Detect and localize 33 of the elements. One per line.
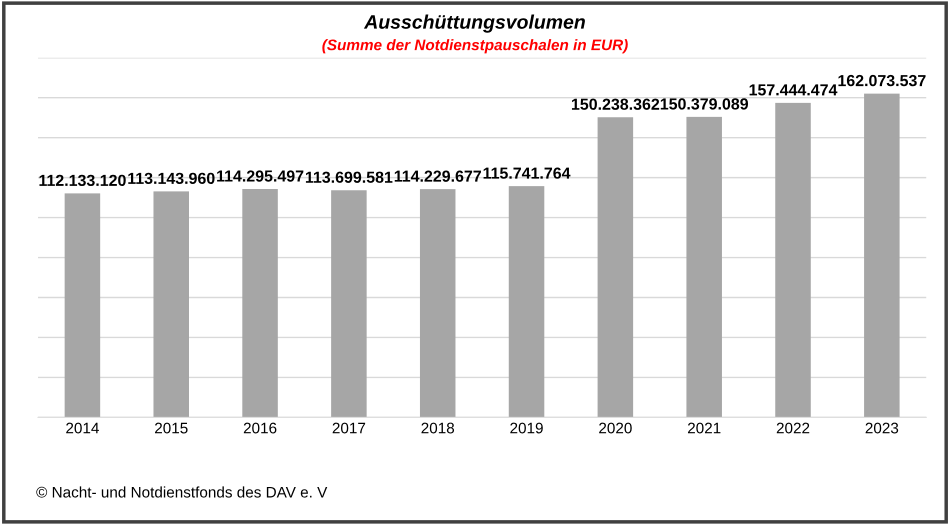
- bar: [64, 193, 100, 418]
- x-tick-label: 2014: [66, 422, 99, 434]
- data-label: 112.133.120: [39, 174, 126, 186]
- data-label: 150.238.362: [572, 98, 660, 110]
- data-label: 113.143.960: [128, 172, 215, 184]
- chart-subtitle: (Summe der Notdienstpauschalen in EUR): [322, 39, 628, 54]
- x-tick-label: 2019: [510, 422, 543, 434]
- data-label: 113.699.581: [306, 172, 392, 183]
- bar: [242, 189, 278, 418]
- data-label: 114.295.497: [217, 170, 304, 182]
- bar: [686, 116, 722, 418]
- x-tick-label: 2021: [688, 422, 720, 434]
- text: © Nacht- und Notdienstfonds des DAV e. V: [36, 486, 328, 498]
- x-tick-label: 2018: [421, 422, 454, 434]
- x-tick-label: 2017: [332, 422, 366, 434]
- data-label: 150.379.089: [660, 98, 748, 110]
- bar: [508, 186, 544, 418]
- bar: [598, 117, 634, 418]
- chart-title: Ausschüttungsvolumen: [364, 14, 585, 33]
- data-label: 157.444.474: [750, 84, 838, 96]
- data-label: 115.741.764: [484, 168, 570, 179]
- x-tick-label: 2016: [244, 422, 276, 434]
- x-tick-label: 2023: [866, 422, 898, 434]
- x-tick-label: 2022: [776, 422, 810, 434]
- data-label: 114.229.677: [394, 170, 481, 182]
- bar: [775, 102, 811, 418]
- bar: [420, 189, 456, 418]
- x-tick-label: 2020: [599, 422, 632, 434]
- data-label: 162.073.537: [838, 74, 926, 86]
- bar: [331, 190, 367, 418]
- x-tick-label: 2015: [155, 422, 188, 434]
- bar: [153, 191, 189, 418]
- bar: [864, 94, 900, 418]
